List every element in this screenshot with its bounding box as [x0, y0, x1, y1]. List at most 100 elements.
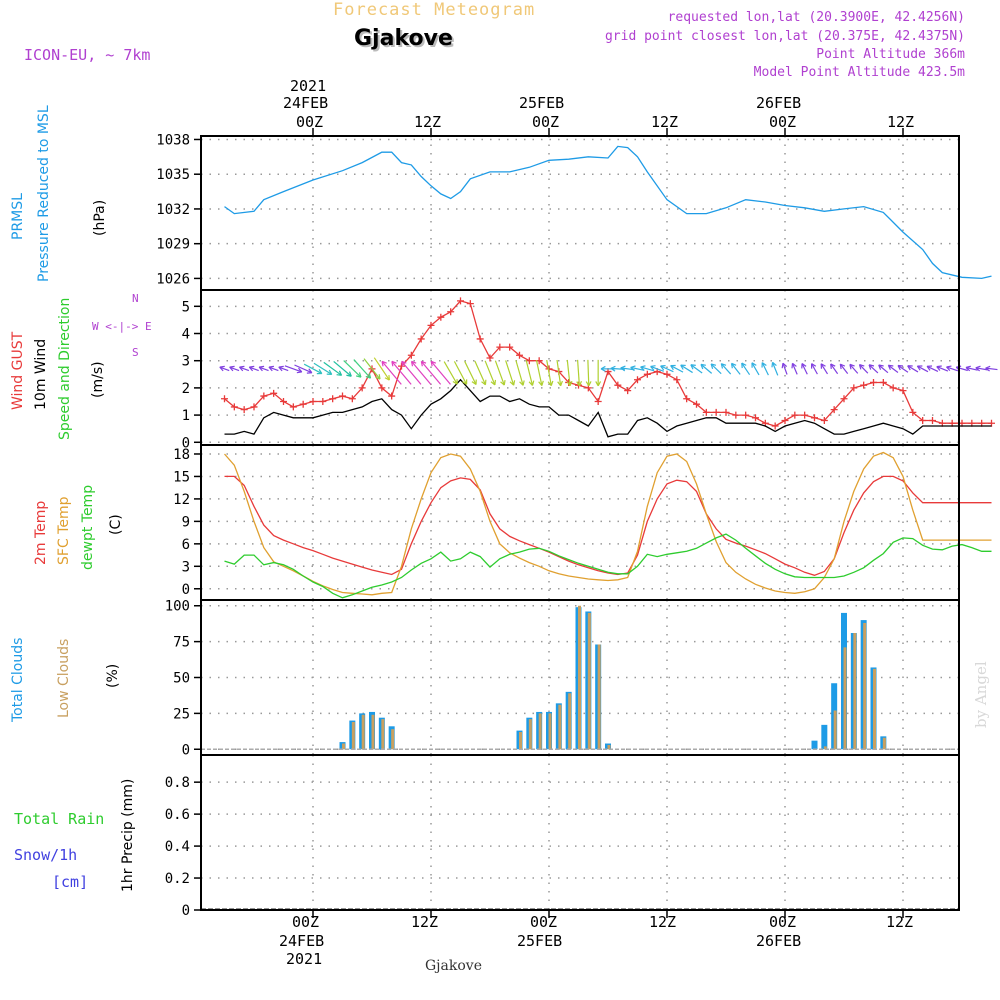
low-cloud-bar: [823, 746, 827, 750]
ytick-label-wind: 5: [182, 299, 190, 315]
wind-arrow: [443, 361, 458, 385]
ytick-label-precipitation: 0.4: [165, 839, 190, 855]
ytick-label-precipitation: 0.6: [165, 807, 190, 823]
bottom-tick-00z-2: 00Z: [530, 913, 558, 931]
wind-line: [224, 378, 992, 438]
wind-arrow: [741, 362, 751, 375]
label-snow-unit: [cm]: [52, 873, 89, 891]
wind-arrow: [229, 366, 240, 372]
wind-arrow: [258, 366, 269, 372]
wind-arrow-head: [219, 365, 225, 372]
gust-marker: [486, 354, 494, 362]
top-year-label: 2021: [290, 77, 327, 95]
top-tick-00z-3: 00Z: [769, 113, 797, 131]
ytick-label-pressure: 1038: [156, 132, 190, 148]
gust-marker: [525, 357, 533, 365]
grid-point-coords: grid point closest lon,lat (20.375E, 42.…: [604, 29, 965, 44]
wind-arrow-head: [781, 362, 788, 369]
wind-arrow-head: [538, 380, 544, 386]
gust-line: [224, 300, 992, 427]
wind-arrow: [700, 363, 713, 374]
ytick-label-pressure: 1029: [156, 237, 190, 253]
wind-arrow-head: [710, 363, 717, 369]
gust-marker: [289, 403, 297, 411]
wind-arrow: [926, 365, 939, 372]
wind-arrow-head: [258, 365, 265, 372]
wind-arrow-head: [670, 364, 676, 371]
ytick-label-precipitation: 0.2: [165, 871, 190, 887]
wind-arrow: [303, 363, 323, 375]
compass-s: S: [132, 346, 139, 359]
gust-marker: [702, 408, 710, 416]
wind-arrow: [751, 362, 760, 376]
gust-marker: [378, 384, 386, 392]
wind-arrow-head: [730, 362, 737, 369]
gust-marker: [250, 403, 258, 411]
gust-marker: [299, 400, 307, 408]
wind-arrow: [660, 365, 674, 373]
low-cloud-bar: [519, 732, 522, 750]
wind-arrow-head: [720, 363, 727, 369]
wind-arrow-head: [375, 374, 381, 380]
top-tick-12z-3: 12Z: [887, 113, 915, 131]
wind-arrow-head: [849, 363, 855, 370]
bottom-tick-12z-3: 12Z: [886, 913, 914, 931]
low-cloud-bar: [578, 605, 581, 750]
ytick-label-wind: 3: [182, 354, 190, 370]
wind-arrow-head: [630, 365, 636, 372]
wind-arrow-head: [610, 365, 616, 372]
ytick-label-temperature: 0: [182, 582, 190, 598]
wind-arrow: [373, 357, 390, 381]
ytick-label-clouds: 25: [173, 706, 190, 722]
wind-arrow: [630, 366, 645, 371]
gust-marker: [398, 362, 405, 370]
wind-arrow: [453, 361, 468, 385]
low-cloud-bar: [351, 721, 355, 750]
gust-marker: [791, 411, 799, 419]
wind-arrow-head: [600, 365, 606, 372]
ytick-label-temperature: 15: [173, 469, 190, 485]
wind-arrow-head: [278, 365, 284, 372]
wind-arrow: [771, 362, 779, 376]
top-date-24feb: 24FEB: [283, 94, 329, 112]
bottom-date-26feb: 26FEB: [756, 932, 802, 950]
wind-arrow-head: [528, 380, 535, 386]
wind-arrow-head: [346, 371, 352, 377]
wind-arrow: [430, 360, 451, 385]
wind-arrow: [839, 363, 849, 374]
wind-arrow: [278, 366, 289, 372]
wind-arrow: [782, 363, 788, 375]
low-cloud-bar: [342, 743, 345, 750]
low-cloud-bar: [528, 719, 532, 750]
ytick-label-wind: 2: [182, 381, 190, 397]
wind-arrow-head: [229, 365, 235, 372]
wind-arrow-head: [839, 363, 846, 370]
wind-arrow: [343, 360, 362, 378]
gust-marker: [732, 411, 740, 419]
gust-marker: [221, 395, 228, 403]
gust-marker: [388, 392, 396, 400]
bottom-year-label: 2021: [286, 950, 323, 968]
wind-arrow: [411, 360, 432, 385]
compass-n: N: [132, 292, 139, 305]
low-cloud-bar: [597, 644, 601, 750]
gust-marker: [457, 297, 464, 305]
wind-arrow-head: [771, 361, 777, 368]
wind-arrow: [464, 360, 477, 385]
wind-arrow-head: [868, 364, 875, 370]
top-tick-00z-1: 00Z: [296, 113, 324, 131]
panel-frame-temperature: [200, 444, 960, 601]
compass-we: W <-|-> E: [92, 320, 152, 333]
low-cloud-bar: [882, 737, 886, 750]
wind-arrow-head: [620, 365, 626, 372]
wind-arrow-head: [306, 368, 313, 374]
ytick-label-precipitation: 0: [182, 903, 190, 919]
wind-arrow-head: [566, 380, 573, 387]
wind-arrow: [363, 358, 381, 380]
ytick-label-clouds: 0: [182, 742, 190, 758]
wind-arrow: [690, 364, 703, 374]
wind-arrow-head: [700, 363, 706, 370]
wind-arrow: [587, 359, 590, 386]
wind-arrow-head: [365, 373, 372, 379]
wind-arrow: [946, 366, 959, 372]
